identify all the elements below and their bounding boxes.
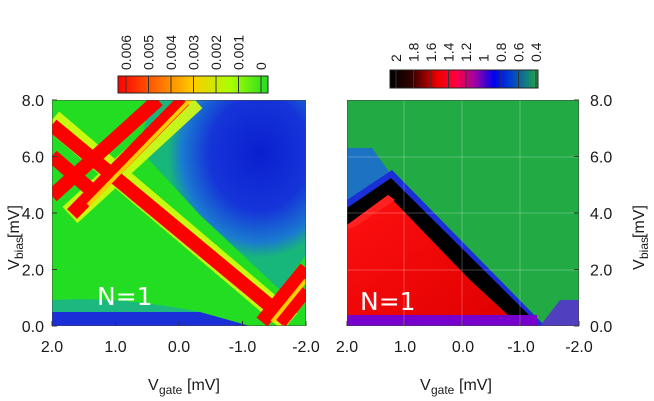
right-heatmap-panel <box>347 100 579 326</box>
r-x-tick-label: -1.0 <box>507 339 535 356</box>
left-blue-region-bottom <box>52 312 250 326</box>
r-y-tick-label: 2.0 <box>590 263 612 280</box>
right-y-axis-title-main: V <box>631 259 648 270</box>
tick-labels: 2.0 1.0 0.0 -1.0 -2.0 0.0 2.0 4.0 6.0 8.0 2.0 1.0 0.… <box>22 35 613 356</box>
left-cyan-edge <box>52 299 200 312</box>
right-y-axis-title: V bias [mV] <box>631 205 651 270</box>
r-x-tick-label: -2.0 <box>565 339 593 356</box>
r-y-tick-label: 4.0 <box>590 206 612 223</box>
left-x-axis-title: V gate [mV] <box>148 377 220 397</box>
right-purple-corner <box>540 300 579 326</box>
right-colorbar-tick-label: 2 <box>388 54 404 62</box>
left-y-axis-title-main: V <box>6 259 23 270</box>
right-colorbar-tick-label: 0.4 <box>528 42 544 62</box>
left-red-lines <box>52 100 306 326</box>
right-x-axis-title: V gate [mV] <box>420 377 492 397</box>
right-colorbar-tick-label: 1 <box>476 54 492 62</box>
r-y-tick-label: 6.0 <box>590 150 612 167</box>
right-colorbar-tick-label: 1.2 <box>458 42 474 62</box>
r-x-tick-label: 0.0 <box>452 339 474 356</box>
left-y-axis-title-unit: [mV] <box>6 205 23 238</box>
left-blue-region-upper <box>140 100 306 290</box>
left-y-axis-title: V bias [mV] <box>6 205 26 270</box>
right-x-axis-title-unit: [mV] <box>459 377 492 394</box>
right-gridlines <box>347 100 579 326</box>
left-red-line-6 <box>274 285 306 326</box>
l-y-tick-label: 2.0 <box>22 263 44 280</box>
right-x-axis-title-main: V <box>420 377 431 394</box>
r-y-tick-label: 0.0 <box>590 319 612 336</box>
right-colorbar <box>389 69 539 89</box>
l-x-tick-label: 2.0 <box>41 339 63 356</box>
left-heatmap-panel <box>52 100 306 326</box>
left-red-line-4 <box>52 100 163 202</box>
r-x-tick-label: 2.0 <box>336 339 358 356</box>
right-colorbar-tick-label: 1.6 <box>423 42 439 62</box>
left-thin-lines <box>86 100 306 324</box>
l-y-tick-label: 6.0 <box>22 150 44 167</box>
left-colorbar-tick-label: 0.005 <box>141 35 157 70</box>
r-x-tick-label: 1.0 <box>394 339 416 356</box>
left-colorbar-tick-label: 0.002 <box>208 35 224 70</box>
left-red-line-5 <box>256 263 306 326</box>
l-x-tick-label: 0.0 <box>168 339 190 356</box>
l-y-tick-label: 4.0 <box>22 206 44 223</box>
left-y-axis-title-sub: bias <box>12 237 26 259</box>
right-x-axis-title-sub: gate <box>431 383 455 397</box>
l-y-tick-label: 0.0 <box>22 319 44 336</box>
l-x-tick-label: -2.0 <box>292 339 320 356</box>
right-colorbar-tick-label: 0.6 <box>511 42 527 62</box>
l-y-tick-label: 8.0 <box>22 93 44 110</box>
left-colorbar-tick-label: 0 <box>253 62 269 70</box>
left-x-axis-title-sub: gate <box>159 383 183 397</box>
left-colorbar-tick-label: 0.006 <box>118 35 134 70</box>
l-x-tick-label: 1.0 <box>104 339 126 356</box>
l-x-tick-label: -1.0 <box>229 339 257 356</box>
right-purple-strip <box>347 315 537 326</box>
r-y-tick-label: 8.0 <box>590 93 612 110</box>
right-colorbar-tick-label: 1.4 <box>441 42 457 62</box>
right-n-label: N=1 <box>360 287 416 316</box>
left-x-axis-title-main: V <box>148 377 159 394</box>
right-y-axis-title-sub: bias <box>637 237 651 259</box>
right-colorbar-tick-label: 1.8 <box>406 42 422 62</box>
left-colorbar-tick-label: 0.003 <box>186 35 202 70</box>
left-colorbar-tick-label: 0.001 <box>231 35 247 70</box>
left-x-axis-title-unit: [mV] <box>187 377 220 394</box>
right-y-axis-title-unit: [mV] <box>631 205 648 238</box>
right-red-region <box>347 195 508 315</box>
left-colorbar-tick-label: 0.004 <box>163 35 179 70</box>
left-n-label: N=1 <box>97 282 153 311</box>
right-red-edge <box>347 195 395 230</box>
right-colorbar-tick-label: 0.8 <box>493 42 509 62</box>
